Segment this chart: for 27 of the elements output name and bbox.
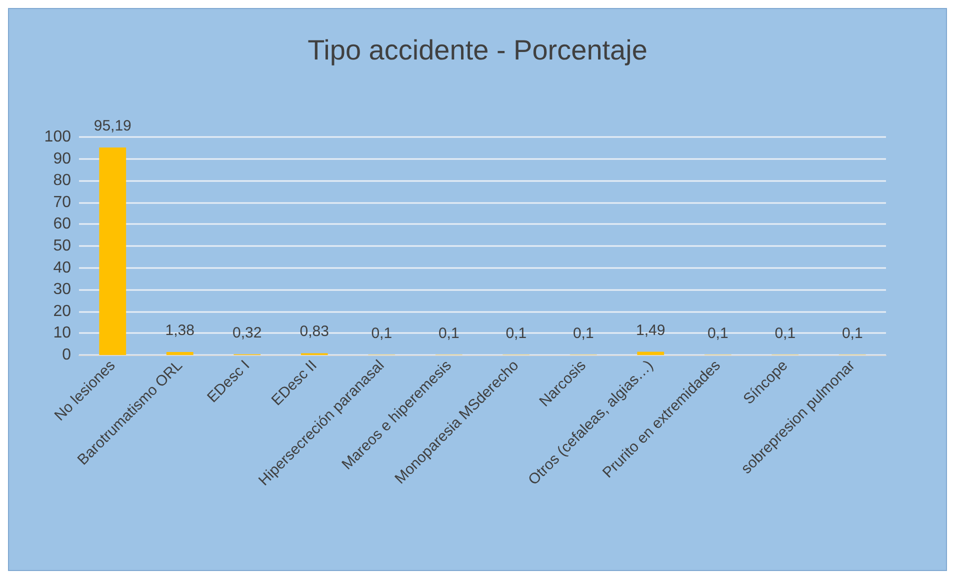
y-tick-label: 0 — [62, 346, 72, 364]
data-label: 0,1 — [438, 324, 460, 342]
chart-title: Tipo accidente - Porcentaje — [308, 34, 648, 66]
data-label: 1,38 — [165, 322, 194, 339]
data-label: 0,1 — [371, 324, 392, 342]
data-label: 0,1 — [842, 324, 863, 342]
data-label: 95,19 — [94, 117, 132, 134]
y-tick-label: 60 — [53, 216, 72, 233]
y-tick-label: 40 — [53, 259, 72, 276]
data-label: 0,1 — [506, 324, 527, 342]
bar — [166, 352, 194, 355]
y-tick-label: 50 — [53, 238, 72, 254]
y-tick-label: 20 — [53, 302, 72, 320]
bar — [99, 147, 126, 355]
y-tick-label: 10 — [53, 324, 72, 342]
y-tick-label: 30 — [53, 281, 72, 298]
y-tick-label: 100 — [44, 128, 72, 146]
data-label: 0,1 — [572, 324, 594, 342]
data-label: 1,49 — [636, 322, 666, 339]
y-tick-label: 70 — [53, 194, 72, 211]
y-tick-label: 90 — [53, 150, 72, 168]
data-label: 0,83 — [300, 323, 329, 340]
data-label: 0,1 — [774, 324, 796, 342]
bar — [637, 352, 664, 355]
data-label: 0,1 — [707, 324, 728, 342]
y-tick-label: 80 — [53, 172, 72, 190]
data-label: 0,32 — [232, 324, 262, 342]
